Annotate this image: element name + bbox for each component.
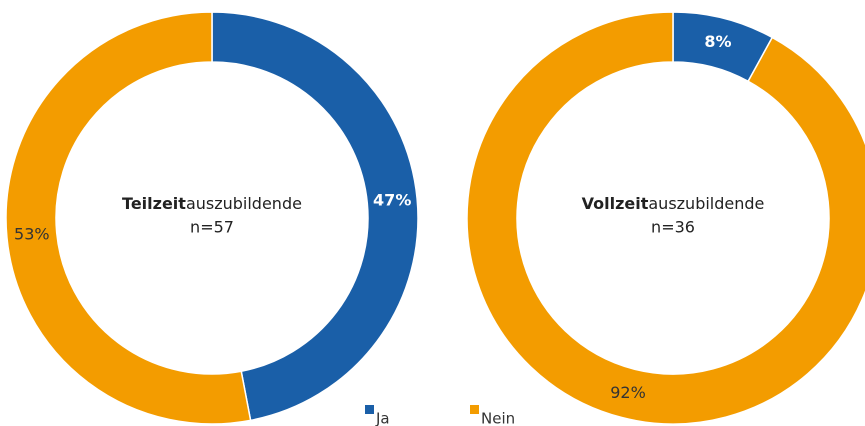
center-bold: Teilzeit bbox=[122, 194, 186, 213]
legend-swatch bbox=[365, 405, 374, 414]
legend-swatch bbox=[470, 405, 479, 414]
center-text: auszubildende bbox=[186, 194, 302, 213]
donut-segment bbox=[5, 11, 252, 425]
sample-size: n=57 bbox=[190, 218, 234, 237]
sample-size: n=36 bbox=[651, 218, 695, 237]
center-bold: Vollzeit bbox=[582, 194, 649, 213]
center-label: Vollzeitauszubildende bbox=[582, 194, 765, 213]
value-label: 47% bbox=[373, 190, 411, 209]
legend-label: Ja bbox=[375, 410, 390, 426]
center-text: auszubildende bbox=[648, 194, 764, 213]
legend-label: Nein bbox=[481, 410, 515, 426]
donut-segment bbox=[211, 11, 419, 422]
center-label: Teilzeitauszubildende bbox=[122, 194, 302, 213]
value-label: 92% bbox=[610, 383, 646, 402]
value-label: 8% bbox=[704, 32, 731, 51]
value-label: 53% bbox=[14, 225, 50, 244]
donut-segment bbox=[466, 11, 865, 425]
